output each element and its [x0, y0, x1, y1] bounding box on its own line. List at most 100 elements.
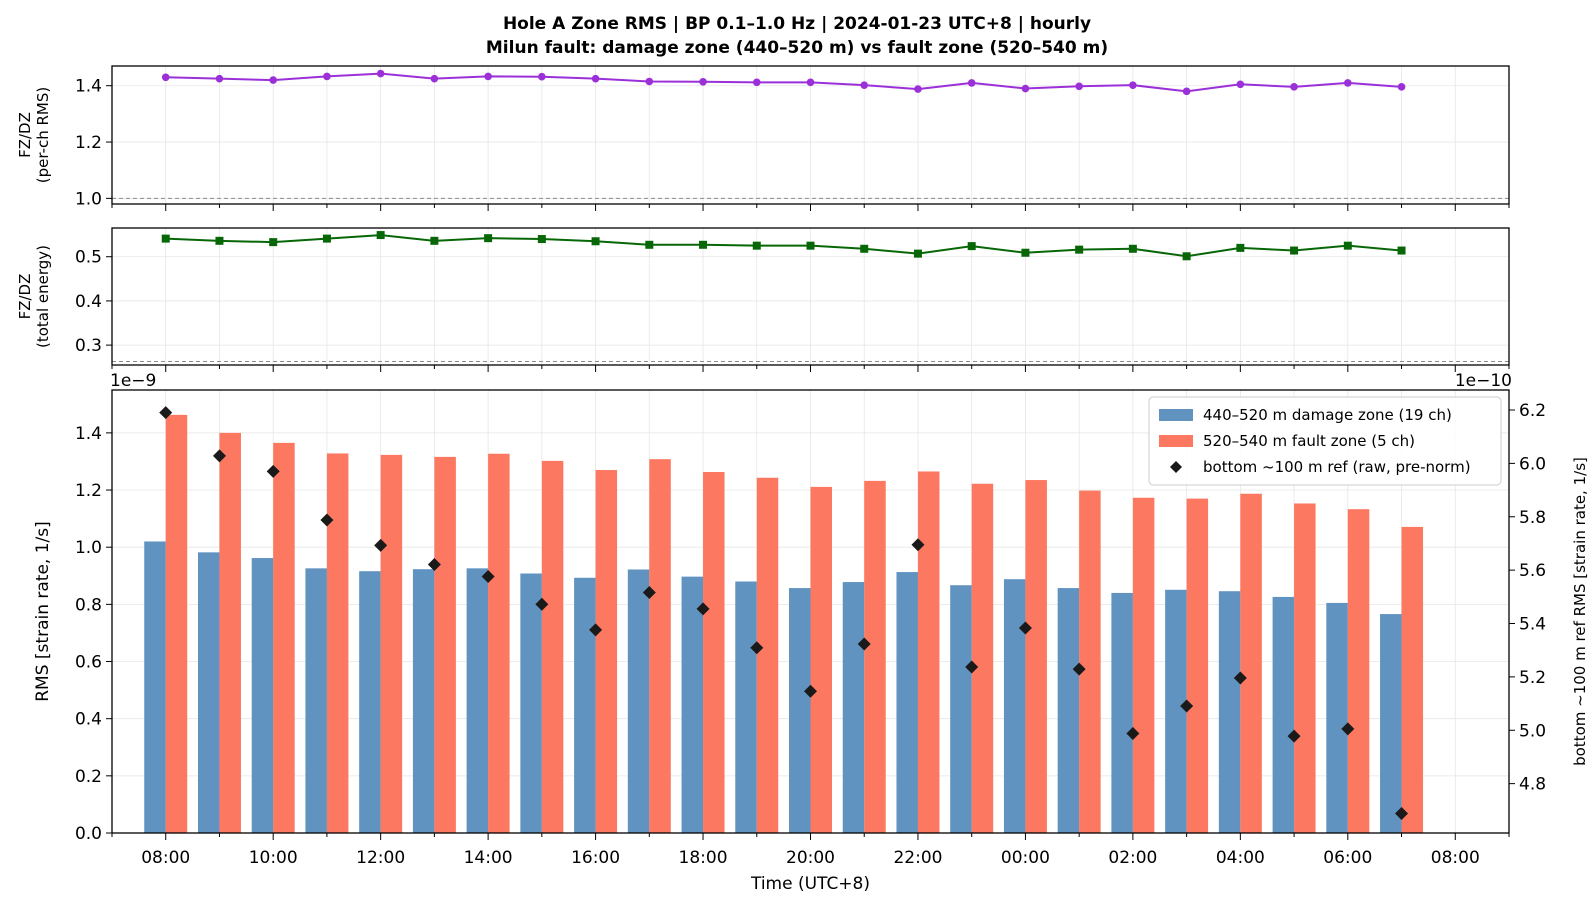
- y2-axis-label: bottom ~100 m ref RMS [strain rate, 1/s]: [1571, 457, 1589, 766]
- ref-marker: [1072, 662, 1086, 676]
- ratio-point: [1236, 243, 1245, 252]
- ratio-point: [1343, 241, 1352, 250]
- y2-tick-label: 5.2: [1519, 668, 1546, 688]
- ref-marker: [804, 684, 817, 698]
- ratio-point: [1021, 84, 1030, 93]
- bar-damage-zone: [359, 571, 381, 833]
- bar-damage-zone: [466, 568, 489, 833]
- bar-fault-zone: [541, 460, 564, 833]
- bar-damage-zone: [305, 568, 327, 833]
- y-tick-label: 0.4: [75, 292, 102, 312]
- ref-marker: [1341, 722, 1355, 736]
- bar-damage-zone: [1003, 579, 1026, 833]
- legend-swatch-damage: [1159, 409, 1193, 421]
- ratio-point: [1290, 83, 1298, 91]
- bar-damage-zone: [681, 576, 704, 833]
- ref-marker: [911, 538, 925, 552]
- y2-tick-label: 5.8: [1519, 508, 1546, 528]
- ratio-point: [860, 81, 869, 89]
- bar-fault-zone: [1401, 526, 1424, 833]
- bar-fault-zone: [917, 471, 940, 833]
- bar-damage-zone: [1165, 589, 1187, 833]
- y-tick-label: 0.6: [75, 653, 102, 673]
- ratio-point: [913, 249, 922, 258]
- x-tick-label: 10:00: [249, 848, 298, 868]
- ratio-point: [1075, 82, 1083, 91]
- ratio-point: [591, 237, 600, 246]
- ratio-point: [1397, 83, 1406, 91]
- chart-title-line1: Hole A Zone RMS | BP 0.1–1.0 Hz | 2024-0…: [503, 14, 1091, 34]
- ref-marker: [965, 660, 979, 674]
- ratio-point: [1129, 81, 1137, 89]
- bar-fault-zone: [434, 456, 456, 833]
- y-tick-label: 0.5: [75, 248, 102, 268]
- panels: 1.01.21.4FZ/DZ (per-ch RMS)0.30.40.5FZ/DZ…: [16, 65, 1589, 894]
- ratio-point: [376, 69, 385, 78]
- legend-box: [1148, 396, 1502, 486]
- x-tick-label: 16:00: [571, 848, 620, 868]
- y-tick-label: 1.4: [75, 424, 102, 444]
- x-tick-label: 00:00: [1001, 848, 1050, 868]
- bar-damage-zone: [1218, 591, 1241, 833]
- ratio-point: [430, 74, 439, 83]
- x-tick-label: 14:00: [464, 848, 513, 868]
- ratio-point: [322, 234, 331, 243]
- ref-marker: [857, 637, 871, 651]
- ratio-point: [215, 74, 224, 83]
- y2-offset-text: 1e−10: [1455, 371, 1512, 391]
- bar-fault-zone: [1186, 498, 1209, 833]
- bar-fault-zone: [1079, 490, 1101, 833]
- ratio-point: [1182, 252, 1191, 261]
- ratio-point: [484, 72, 492, 81]
- ratio-point: [806, 241, 815, 250]
- ref-marker: [1180, 699, 1194, 713]
- bar-damage-zone: [842, 582, 865, 833]
- ref-marker: [642, 586, 656, 600]
- chart-title-line2: Milun fault: damage zone (440–520 m) vs …: [486, 38, 1108, 58]
- ref-marker: [481, 570, 495, 584]
- y-tick-label: 1.2: [75, 481, 102, 501]
- y-tick-label: 0.0: [75, 824, 102, 844]
- axes-frame: [111, 389, 1510, 834]
- ratio-point: [1344, 79, 1352, 87]
- y-tick-label: 0.8: [75, 595, 102, 615]
- ref-marker: [159, 406, 173, 420]
- bar-fault-zone: [1025, 480, 1047, 833]
- x-tick-label: 08:00: [1431, 848, 1480, 868]
- x-tick-label: 20:00: [786, 848, 835, 868]
- ratio-point: [537, 235, 546, 244]
- ratio-series-line: [165, 234, 1402, 258]
- bar-fault-zone: [1240, 493, 1262, 833]
- ratio-point: [430, 236, 439, 245]
- bar-fault-zone: [810, 486, 832, 833]
- x-tick-label: 12:00: [356, 848, 405, 868]
- ref-marker: [1287, 729, 1301, 743]
- bar-damage-zone: [412, 569, 435, 833]
- y-axis-label: (per-ch RMS): [34, 87, 52, 183]
- bar-damage-zone: [197, 552, 220, 833]
- bar-fault-zone: [326, 453, 349, 833]
- ratio-point: [161, 73, 170, 82]
- ratio-point: [1397, 246, 1406, 255]
- bar-fault-zone: [595, 470, 618, 833]
- ratio-point: [215, 236, 224, 245]
- y2-tick-label: 4.8: [1519, 775, 1546, 795]
- bar-fault-zone: [165, 414, 188, 833]
- y-axis-label: FZ/DZ: [16, 112, 34, 158]
- ref-marker: [589, 623, 603, 637]
- bar-fault-zone: [1294, 503, 1316, 833]
- bar-fault-zone: [649, 459, 671, 833]
- ref-marker: [535, 597, 549, 611]
- ratio-point: [752, 78, 761, 87]
- legend-swatch-fault: [1159, 435, 1193, 447]
- ratio-point: [1075, 245, 1084, 254]
- bar-fault-zone: [756, 477, 779, 833]
- ratio-point: [1236, 80, 1245, 89]
- ratio-point: [323, 72, 331, 81]
- bar-fault-zone: [703, 472, 725, 833]
- bar-fault-zone: [219, 432, 241, 833]
- ref-marker: [427, 558, 441, 572]
- axes-frame: [111, 65, 1510, 205]
- x-tick-label: 04:00: [1216, 848, 1265, 868]
- ratio-point: [1021, 248, 1030, 257]
